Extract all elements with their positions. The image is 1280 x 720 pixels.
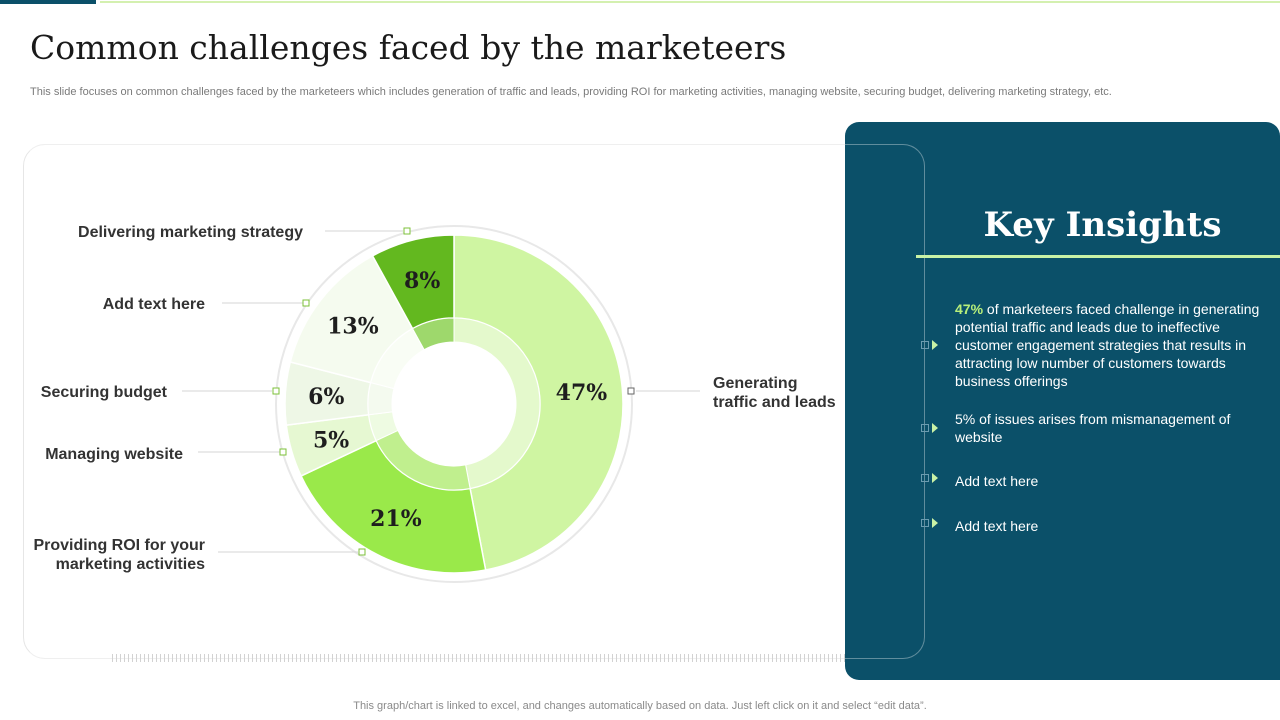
category-label: Managing website [45, 446, 183, 463]
insight-text: of marketeers faced challenge in generat… [955, 301, 1260, 389]
category-label: marketing activities [56, 556, 206, 573]
category-label: Add text here [103, 296, 205, 313]
data-label: 47% [556, 380, 608, 406]
category-label: Generating [713, 375, 797, 392]
bullet-marker-1 [921, 341, 929, 349]
leader-dot [627, 387, 635, 395]
insight-bullet-4: Add text here [955, 517, 1273, 535]
bullet-marker-2 [921, 424, 929, 432]
category-label: traffic and leads [713, 394, 836, 411]
page-subtitle: This slide focuses on common challenges … [30, 86, 1112, 98]
data-label: 5% [313, 428, 349, 454]
bullet-arrow-icon [932, 518, 938, 528]
footer-note: This graph/chart is linked to excel, and… [353, 700, 927, 712]
bullet-arrow-icon [932, 423, 938, 433]
leader-dot [279, 448, 287, 456]
page-title: Common challenges faced by the marketeer… [30, 28, 787, 67]
leader-dot [358, 548, 366, 556]
category-label: Securing budget [41, 384, 168, 401]
bullet-arrow-icon [932, 340, 938, 350]
leader-dot [272, 387, 280, 395]
top-accent-line [0, 0, 1280, 4]
top-accent-light [100, 1, 1280, 3]
insight-text: 5% of issues arises from mismanagement o… [955, 411, 1231, 445]
data-label: 13% [327, 314, 379, 340]
leader-dot [302, 299, 310, 307]
insight-bullet-1: 47% of marketeers faced challenge in gen… [955, 300, 1273, 390]
insight-bullet-3: Add text here [955, 472, 1273, 490]
key-insights-title: Key Insights [983, 205, 1222, 245]
category-label: Providing ROI for your [33, 537, 205, 554]
data-label: 8% [404, 268, 440, 294]
insight-text: Add text here [955, 518, 1039, 534]
key-insights-panel [845, 122, 1280, 680]
decorative-dotted-strip [112, 654, 846, 662]
bullet-arrow-icon [932, 473, 938, 483]
key-insights-underline [916, 255, 1280, 258]
insight-text: Add text here [955, 473, 1039, 489]
bullet-marker-3 [921, 474, 929, 482]
insight-highlight: 47% [955, 301, 984, 317]
data-label: 6% [308, 384, 344, 410]
leader-dot [403, 227, 411, 235]
top-accent-dark [0, 0, 96, 4]
data-label: 21% [370, 506, 422, 532]
bullet-marker-4 [921, 519, 929, 527]
category-label: Delivering marketing strategy [78, 224, 303, 241]
donut-hole [392, 342, 516, 466]
insight-bullet-2: 5% of issues arises from mismanagement o… [955, 410, 1245, 446]
